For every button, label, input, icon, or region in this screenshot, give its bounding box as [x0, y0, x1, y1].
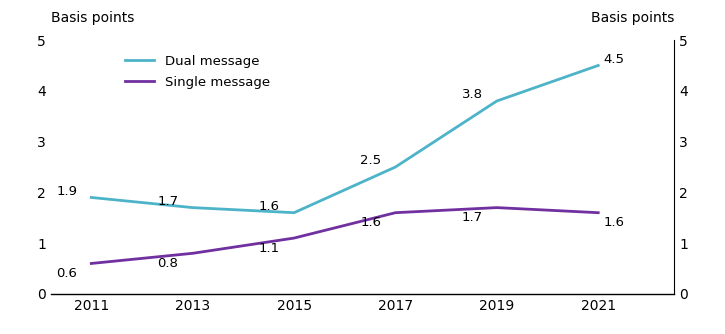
Text: 1.7: 1.7 [462, 211, 483, 224]
Single message [594, 211, 602, 215]
Text: Basis points: Basis points [591, 11, 674, 25]
Single message [290, 236, 299, 240]
Text: 0.8: 0.8 [157, 257, 178, 270]
Single message [87, 262, 96, 266]
Dual message [594, 63, 602, 67]
Text: 1.9: 1.9 [56, 185, 77, 198]
Text: 2.5: 2.5 [360, 154, 381, 167]
Single message [391, 211, 399, 215]
Text: 1.6: 1.6 [603, 216, 624, 229]
Text: 3.8: 3.8 [462, 89, 483, 102]
Dual message [492, 99, 501, 103]
Line: Single message: Single message [91, 208, 598, 264]
Legend: Dual message, Single message: Dual message, Single message [120, 49, 275, 95]
Text: 1.7: 1.7 [157, 195, 178, 208]
Text: 0.6: 0.6 [57, 267, 77, 280]
Text: 1.6: 1.6 [360, 216, 381, 229]
Single message [492, 206, 501, 210]
Line: Dual message: Dual message [91, 65, 598, 213]
Text: 4.5: 4.5 [603, 53, 624, 66]
Dual message [391, 165, 399, 169]
Text: 1.6: 1.6 [259, 200, 280, 213]
Dual message [188, 206, 197, 210]
Single message [188, 251, 197, 255]
Text: 1.1: 1.1 [259, 242, 280, 255]
Dual message [290, 211, 299, 215]
Text: Basis points: Basis points [51, 11, 134, 25]
Dual message [87, 195, 96, 199]
